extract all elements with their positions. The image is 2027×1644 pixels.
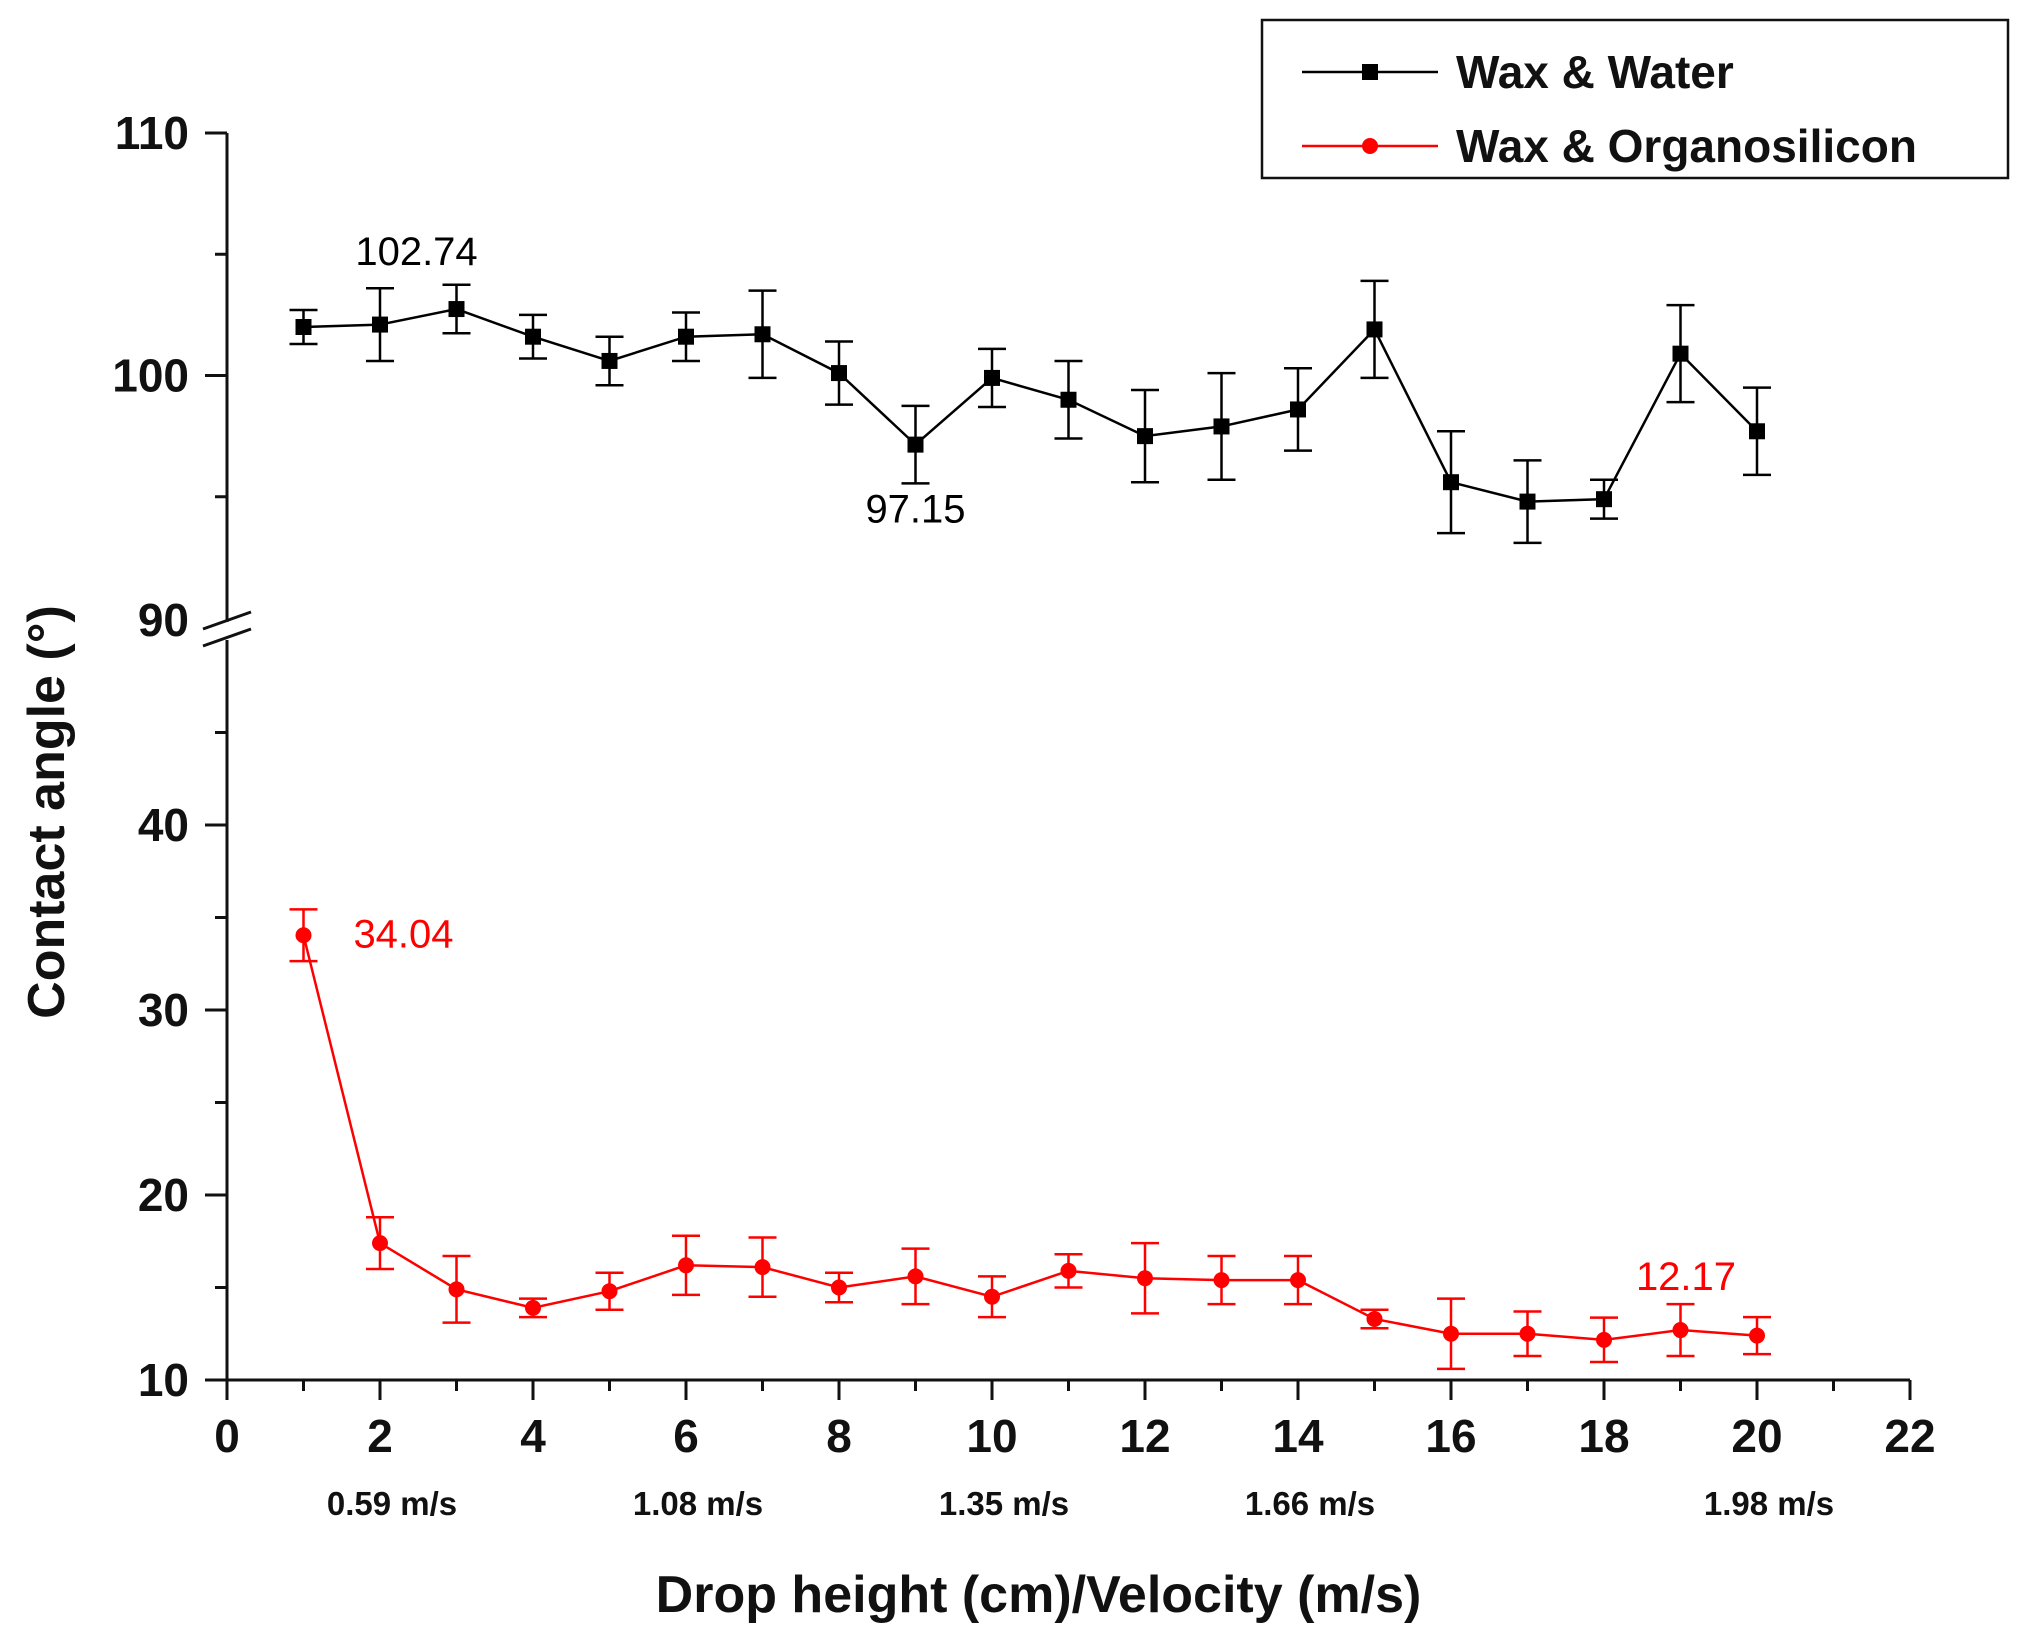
velocity-label: 1.08 m/s — [633, 1485, 763, 1522]
data-point — [1060, 1262, 1077, 1279]
axis-break-mark — [202, 627, 252, 648]
data-point — [1366, 321, 1383, 338]
y-tick-label: 100 — [112, 350, 189, 402]
data-point — [525, 328, 541, 345]
x-axis-title: Drop height (cm)/Velocity (m/s) — [656, 1566, 1422, 1624]
axis-break-mark — [202, 610, 252, 631]
legend: Wax & Water Wax & Organosilicon — [1260, 18, 2010, 180]
data-point — [1366, 1310, 1383, 1327]
data-point — [1749, 423, 1765, 440]
legend-label: Wax & Organosilicon — [1456, 120, 1917, 172]
data-point — [525, 1299, 541, 1316]
data-point — [678, 328, 694, 345]
series-wax-organosilicon — [289, 908, 1771, 1371]
data-point — [754, 1259, 771, 1276]
data-point — [1213, 418, 1230, 435]
x-tick-label: 6 — [673, 1410, 699, 1462]
data-point — [1137, 1270, 1153, 1287]
x-tick-label: 14 — [1272, 1410, 1324, 1462]
data-point — [984, 369, 1000, 386]
x-tick-label: 22 — [1884, 1410, 1935, 1462]
data-point — [1596, 491, 1612, 508]
data-point — [831, 1279, 847, 1296]
data-point — [984, 1288, 1000, 1305]
data-point — [1596, 1331, 1612, 1348]
data-point — [754, 326, 771, 343]
x-tick-label: 0 — [214, 1410, 240, 1462]
y-tick-label: 30 — [138, 984, 189, 1036]
data-point — [1672, 1322, 1689, 1339]
y-axis-title: Contact angle (°) — [18, 605, 76, 1019]
x-tick-label: 8 — [826, 1410, 852, 1462]
data-point — [1672, 345, 1689, 362]
legend-marker — [1362, 138, 1378, 154]
x-tick-label: 12 — [1119, 1410, 1170, 1462]
data-point — [295, 319, 312, 335]
series-line — [303, 307, 1758, 503]
data-point — [1213, 1272, 1230, 1289]
x-tick-label: 16 — [1425, 1410, 1476, 1462]
y-tick-label: 10 — [138, 1354, 189, 1406]
velocity-label: 0.59 m/s — [327, 1485, 457, 1522]
legend-marker — [1362, 64, 1378, 80]
series-wax-water — [289, 279, 1771, 545]
data-annotations: 102.74 97.15 34.04 12.17 — [353, 230, 1736, 1299]
x-tick-label: 18 — [1578, 1410, 1629, 1462]
y-tick-label: 110 — [115, 107, 189, 159]
data-point — [1443, 474, 1459, 491]
data-point — [1290, 401, 1306, 418]
data-point — [907, 1268, 924, 1285]
data-point — [295, 927, 312, 944]
data-point — [1443, 1325, 1459, 1342]
data-annotation: 34.04 — [353, 912, 453, 956]
data-point — [1519, 1325, 1536, 1342]
data-point — [601, 1283, 618, 1300]
data-point — [448, 301, 465, 318]
legend-box — [1260, 18, 2010, 180]
y-tick-label: 40 — [138, 799, 189, 851]
x-tick-label: 2 — [367, 1410, 393, 1462]
series-line — [302, 934, 1758, 1342]
data-point — [372, 316, 388, 333]
x-tick-label: 20 — [1731, 1410, 1782, 1462]
data-annotation: 102.74 — [355, 230, 477, 274]
velocity-label: 1.98 m/s — [1704, 1485, 1834, 1522]
x-tick-label: 4 — [520, 1410, 546, 1462]
y-tick-label: 90 — [138, 594, 189, 646]
legend-label: Wax & Water — [1456, 46, 1734, 98]
data-point — [678, 1257, 694, 1274]
y-tick-label: 20 — [138, 1169, 189, 1221]
data-point — [831, 365, 847, 382]
data-point — [448, 1281, 465, 1298]
data-point — [1290, 1272, 1306, 1289]
axes: 0 2 4 6 8 10 12 14 16 18 20 22 0.59 m/s 1.08 m/s 1.35 … — [112, 107, 1935, 1522]
data-point — [1519, 493, 1536, 510]
data-point — [601, 352, 618, 369]
data-point — [1749, 1327, 1765, 1344]
data-annotation: 97.15 — [865, 488, 965, 532]
velocity-label: 1.66 m/s — [1245, 1485, 1375, 1522]
velocity-label: 1.35 m/s — [939, 1485, 1069, 1522]
data-point — [1060, 391, 1077, 408]
plot-area — [289, 279, 1771, 1371]
data-point — [372, 1235, 388, 1252]
data-point — [907, 436, 924, 453]
data-annotation: 12.17 — [1636, 1255, 1736, 1299]
data-point — [1137, 428, 1153, 445]
x-tick-label: 10 — [966, 1410, 1017, 1462]
